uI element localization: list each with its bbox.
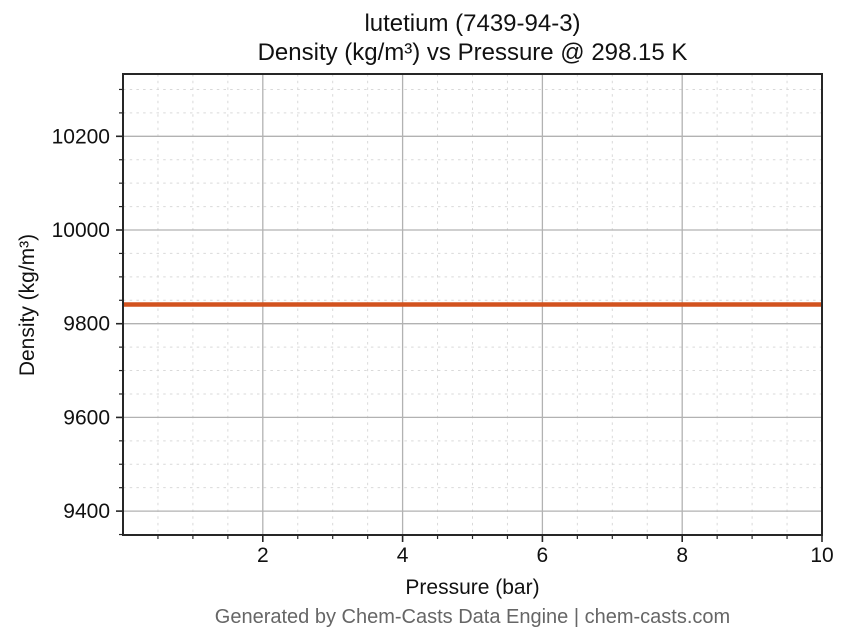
- footer-credit: Generated by Chem-Casts Data Engine | ch…: [214, 606, 731, 628]
- y-tick-label: 9800: [63, 313, 110, 336]
- x-tick-label: 6: [537, 544, 549, 567]
- chart-title: lutetium (7439-94-3): [364, 10, 581, 37]
- chart-title-block: lutetium (7439-94-3) Density (kg/m³) vs …: [123, 9, 822, 67]
- x-tick-label: 4: [397, 544, 409, 567]
- plot-border: [122, 73, 823, 536]
- x-axis-label: Pressure (bar): [405, 576, 540, 599]
- chart-subtitle: Density (kg/m³) vs Pressure @ 298.15 K: [257, 39, 688, 66]
- x-tick-label: 10: [810, 544, 833, 567]
- x-tick-label: 8: [676, 544, 688, 567]
- y-tick-label: 10000: [52, 219, 110, 242]
- y-tick-label: 10200: [52, 125, 110, 148]
- y-tick-label: 9400: [63, 500, 110, 523]
- y-tick-label: 9600: [63, 406, 110, 429]
- x-tick-label: 2: [257, 544, 269, 567]
